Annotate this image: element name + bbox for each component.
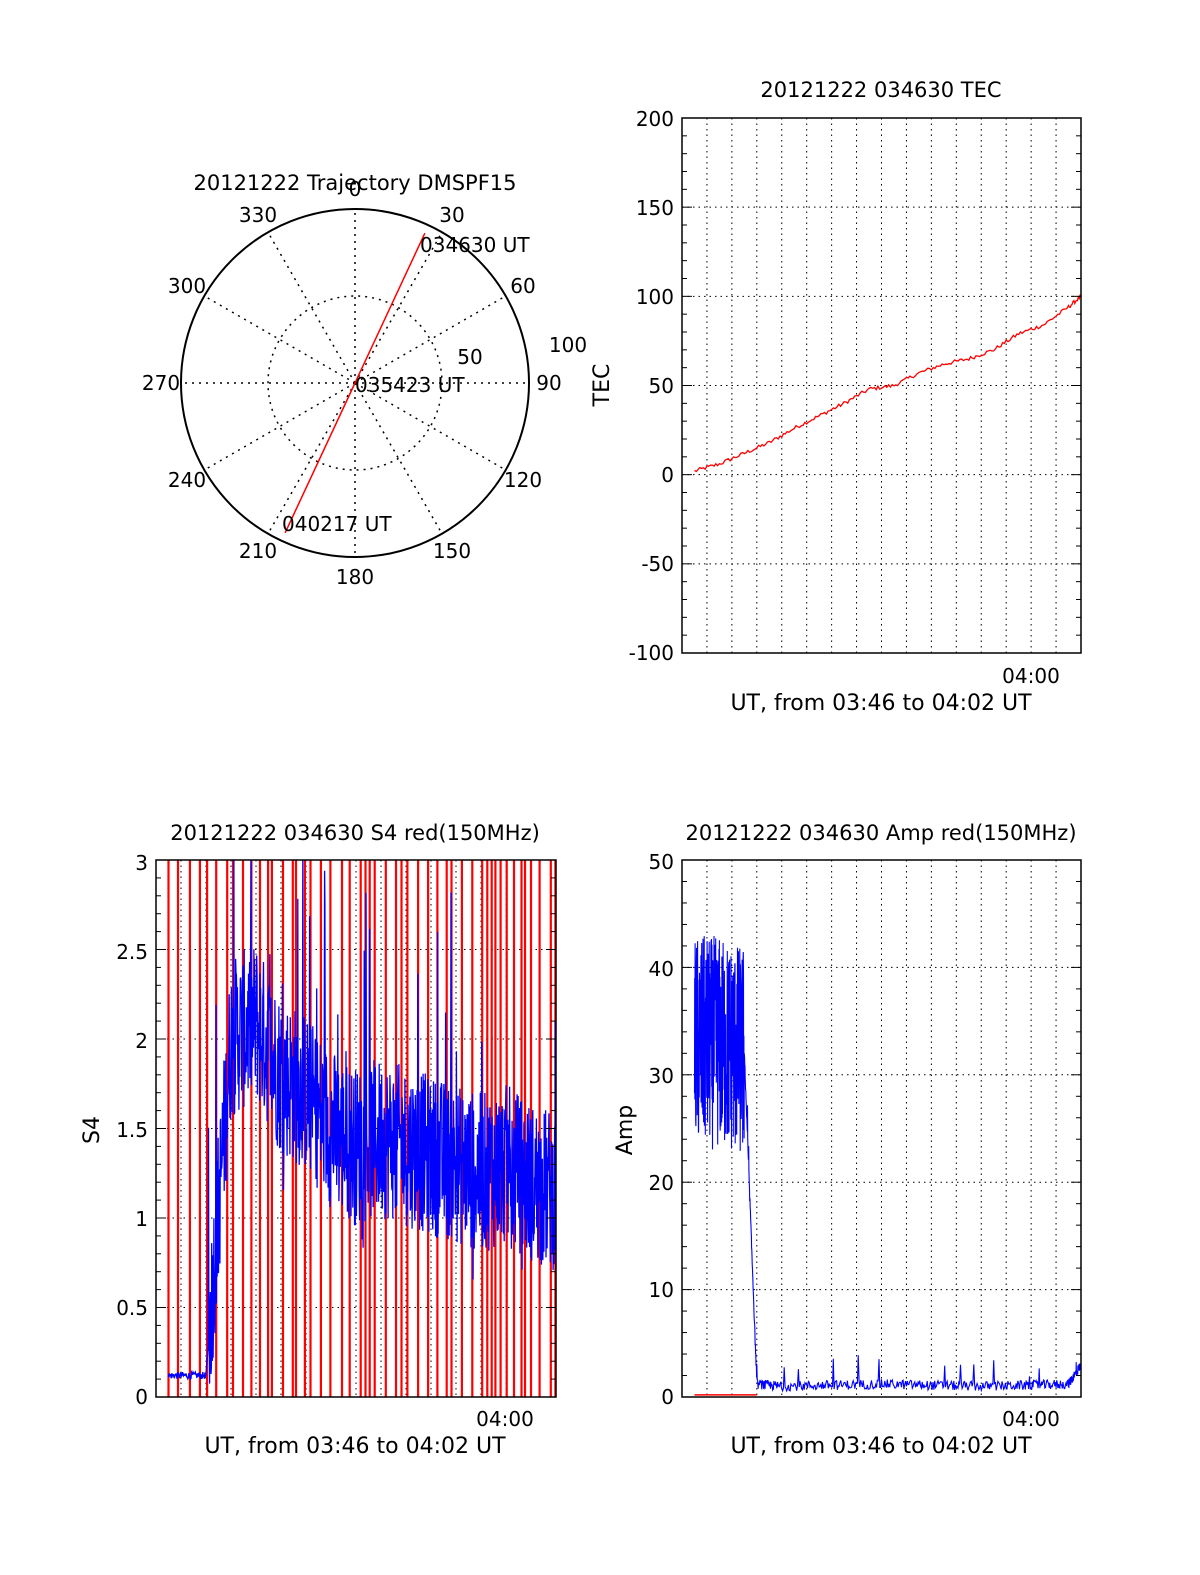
polar-azimuth-label: 180 xyxy=(336,565,374,589)
s4-title: 20121222 034630 S4 red(150MHz) xyxy=(170,821,540,845)
s4-ylabel: S4 xyxy=(80,1116,105,1144)
tec-panel: 20121222 034630 TEC TEC UT, from 03:46 t… xyxy=(590,78,1082,716)
amp-ytick: 30 xyxy=(649,1064,674,1088)
s4-ytick: 1 xyxy=(135,1207,148,1231)
polar-outer-ring xyxy=(180,208,530,558)
tec-ylabel: TEC xyxy=(590,364,615,408)
polar-spoke xyxy=(354,382,443,535)
trajectory-start-label: 034630 UT xyxy=(420,233,530,257)
trajectory-end-label: 040217 UT xyxy=(282,512,392,536)
amp-frame xyxy=(681,859,1082,1398)
tec-xtick-0400: 04:00 xyxy=(1002,664,1060,688)
tec-ytick: -50 xyxy=(641,552,674,576)
s4-ytick-labels: 0 0.5 1 1.5 2 2.5 3 xyxy=(116,851,148,1409)
tec-series-line xyxy=(694,293,1082,473)
amp-panel: 20121222 034630 Amp red(150MHz) Amp UT, … xyxy=(613,821,1082,1459)
s4-ytick: 2 xyxy=(135,1029,148,1053)
tec-ytick: 100 xyxy=(636,285,674,309)
polar-spoke xyxy=(267,231,356,384)
polar-inner-ring xyxy=(267,295,443,471)
amp-ytick: 10 xyxy=(649,1278,674,1302)
s4-ytick: 2.5 xyxy=(116,940,148,964)
polar-azimuth-label: 240 xyxy=(168,468,206,492)
trajectory-title: 20121222 Trajectory DMSPF15 xyxy=(193,171,516,195)
tec-title: 20121222 034630 TEC xyxy=(760,78,1001,102)
amp-ytick: 0 xyxy=(661,1385,674,1409)
amp-ytick-labels: 0 10 20 30 40 50 xyxy=(649,850,674,1409)
polar-azimuth-label: 30 xyxy=(439,203,464,227)
polar-azimuth-label: 60 xyxy=(510,274,535,298)
amp-ytick: 20 xyxy=(649,1171,674,1195)
s4-plot-area xyxy=(155,859,557,1398)
amp-xtick-0400: 04:00 xyxy=(1002,1407,1060,1431)
amp-ytick: 40 xyxy=(649,957,674,981)
polar-azimuth-label: 120 xyxy=(504,468,542,492)
polar-azimuth-label: 90 xyxy=(536,371,561,395)
s4-xlabel: UT, from 03:46 to 04:02 UT xyxy=(204,1434,506,1459)
trajectory-track xyxy=(284,232,426,534)
s4-blue-series xyxy=(167,859,557,1384)
s4-ytick: 1.5 xyxy=(116,1118,148,1142)
tec-ytick: 50 xyxy=(649,374,674,398)
polar-spoke xyxy=(354,231,443,384)
tec-ytick: -100 xyxy=(629,641,674,665)
polar-azimuth-label: 330 xyxy=(239,203,277,227)
s4-ytick: 0 xyxy=(135,1385,148,1409)
polar-azimuth-label: 150 xyxy=(433,539,471,563)
trajectory-line xyxy=(284,232,426,534)
polar-spoke xyxy=(203,382,356,471)
polar-azimuth-label: 270 xyxy=(142,371,180,395)
tec-ytick: 0 xyxy=(661,463,674,487)
s4-panel: 20121222 034630 S4 red(150MHz) S4 UT, fr… xyxy=(80,821,557,1459)
tec-xlabel: UT, from 03:46 to 04:02 UT xyxy=(730,691,1032,716)
elevation-ring-label-50: 50 xyxy=(457,345,482,369)
tec-plot-area xyxy=(681,117,1082,654)
polar-spoke xyxy=(354,382,507,471)
amp-blue-series xyxy=(693,936,1082,1393)
polar-azimuth-label: 210 xyxy=(239,539,277,563)
tec-ytick-labels: -100 -50 0 50 100 150 200 xyxy=(629,107,674,665)
tec-ytick: 150 xyxy=(636,196,674,220)
amp-xlabel: UT, from 03:46 to 04:02 UT xyxy=(730,1434,1032,1459)
elevation-ring-label-100: 100 xyxy=(549,333,587,357)
amp-title: 20121222 034630 Amp red(150MHz) xyxy=(685,821,1076,845)
polar-grid xyxy=(180,208,530,558)
amp-plot-area xyxy=(681,859,1082,1398)
polar-azimuth-label: 0 xyxy=(349,177,362,201)
polar-spoke xyxy=(267,382,356,535)
polar-azimuth-labels: 0 30 60 90 120 150 180 210 240 270 300 330 xyxy=(142,177,562,589)
trajectory-middle-label: 035423 UT xyxy=(355,373,465,397)
trajectory-panel: 20121222 Trajectory DMSPF15 0 30 60 90 120 15… xyxy=(142,171,587,589)
polar-spoke xyxy=(203,295,356,384)
amp-ylabel: Amp xyxy=(613,1105,638,1155)
s4-ytick: 3 xyxy=(135,851,148,875)
tec-ytick: 200 xyxy=(636,107,674,131)
polar-azimuth-label: 300 xyxy=(168,274,206,298)
polar-spoke xyxy=(354,295,507,384)
s4-ytick: 0.5 xyxy=(116,1296,148,1320)
amp-ytick: 50 xyxy=(649,850,674,874)
s4-xtick-0400: 04:00 xyxy=(476,1407,534,1431)
